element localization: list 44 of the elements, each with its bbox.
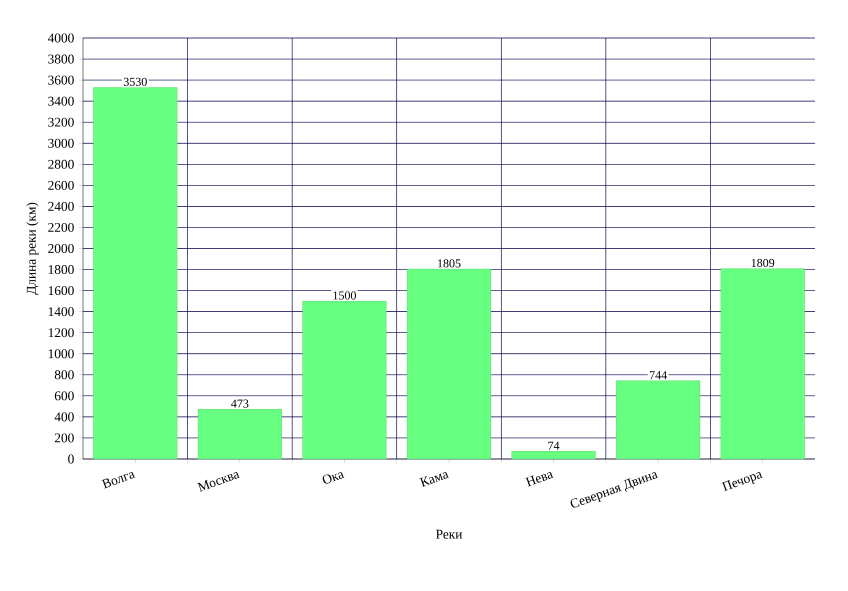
- data-label: 3530: [124, 78, 147, 86]
- y-tick-label: 3600: [48, 76, 74, 85]
- data-label: 1809: [752, 258, 774, 267]
- y-tick-label: 2000: [48, 244, 74, 253]
- y-tick-label: 3800: [48, 54, 74, 64]
- y-tick-label: 3200: [48, 118, 74, 127]
- y-tick-label: 2800: [48, 160, 74, 169]
- y-tick-label: 0: [68, 454, 74, 464]
- y-tick-label: 2600: [48, 180, 74, 190]
- bar: [198, 409, 282, 460]
- bar: [720, 268, 805, 460]
- bar: [512, 451, 596, 460]
- data-label: 1805: [438, 259, 461, 268]
- bar: [302, 300, 386, 460]
- y-tick-label: 4000: [48, 33, 74, 42]
- bar: [616, 380, 700, 460]
- bar: [93, 87, 178, 460]
- y-tick-label: 200: [54, 433, 74, 442]
- y-tick-label: 1200: [48, 328, 74, 338]
- x-tick-label: Москва: [197, 472, 240, 492]
- y-tick-label: 800: [54, 370, 74, 380]
- x-tick-label: Печора: [722, 472, 763, 492]
- data-label: 744: [650, 371, 667, 380]
- y-tick-label: 1000: [48, 349, 74, 358]
- y-tick-label: 1600: [48, 286, 74, 296]
- x-axis-title: Реки: [436, 530, 462, 539]
- x-tick-label: Северная Двина: [570, 472, 658, 508]
- bar: [406, 268, 492, 460]
- y-axis-title: Длина реки (км): [26, 202, 38, 295]
- y-tick-label: 1400: [48, 307, 74, 316]
- y-tick-label: 3000: [48, 138, 74, 148]
- y-tick-label: 2400: [48, 202, 74, 211]
- y-tick-label: 400: [54, 412, 74, 422]
- data-label: 74: [548, 442, 560, 450]
- y-tick-label: 600: [54, 391, 74, 400]
- y-tick-label: 3400: [48, 96, 74, 106]
- data-label: 473: [231, 400, 248, 408]
- y-tick-label: 1800: [48, 265, 74, 274]
- y-tick-label: 2200: [48, 222, 74, 232]
- x-tick-label: Ока: [322, 472, 344, 484]
- x-tick-label: Кама: [419, 472, 449, 487]
- data-label: 1500: [333, 291, 356, 300]
- x-tick-label: Нева: [525, 472, 554, 487]
- x-tick-label: Волга: [101, 472, 136, 489]
